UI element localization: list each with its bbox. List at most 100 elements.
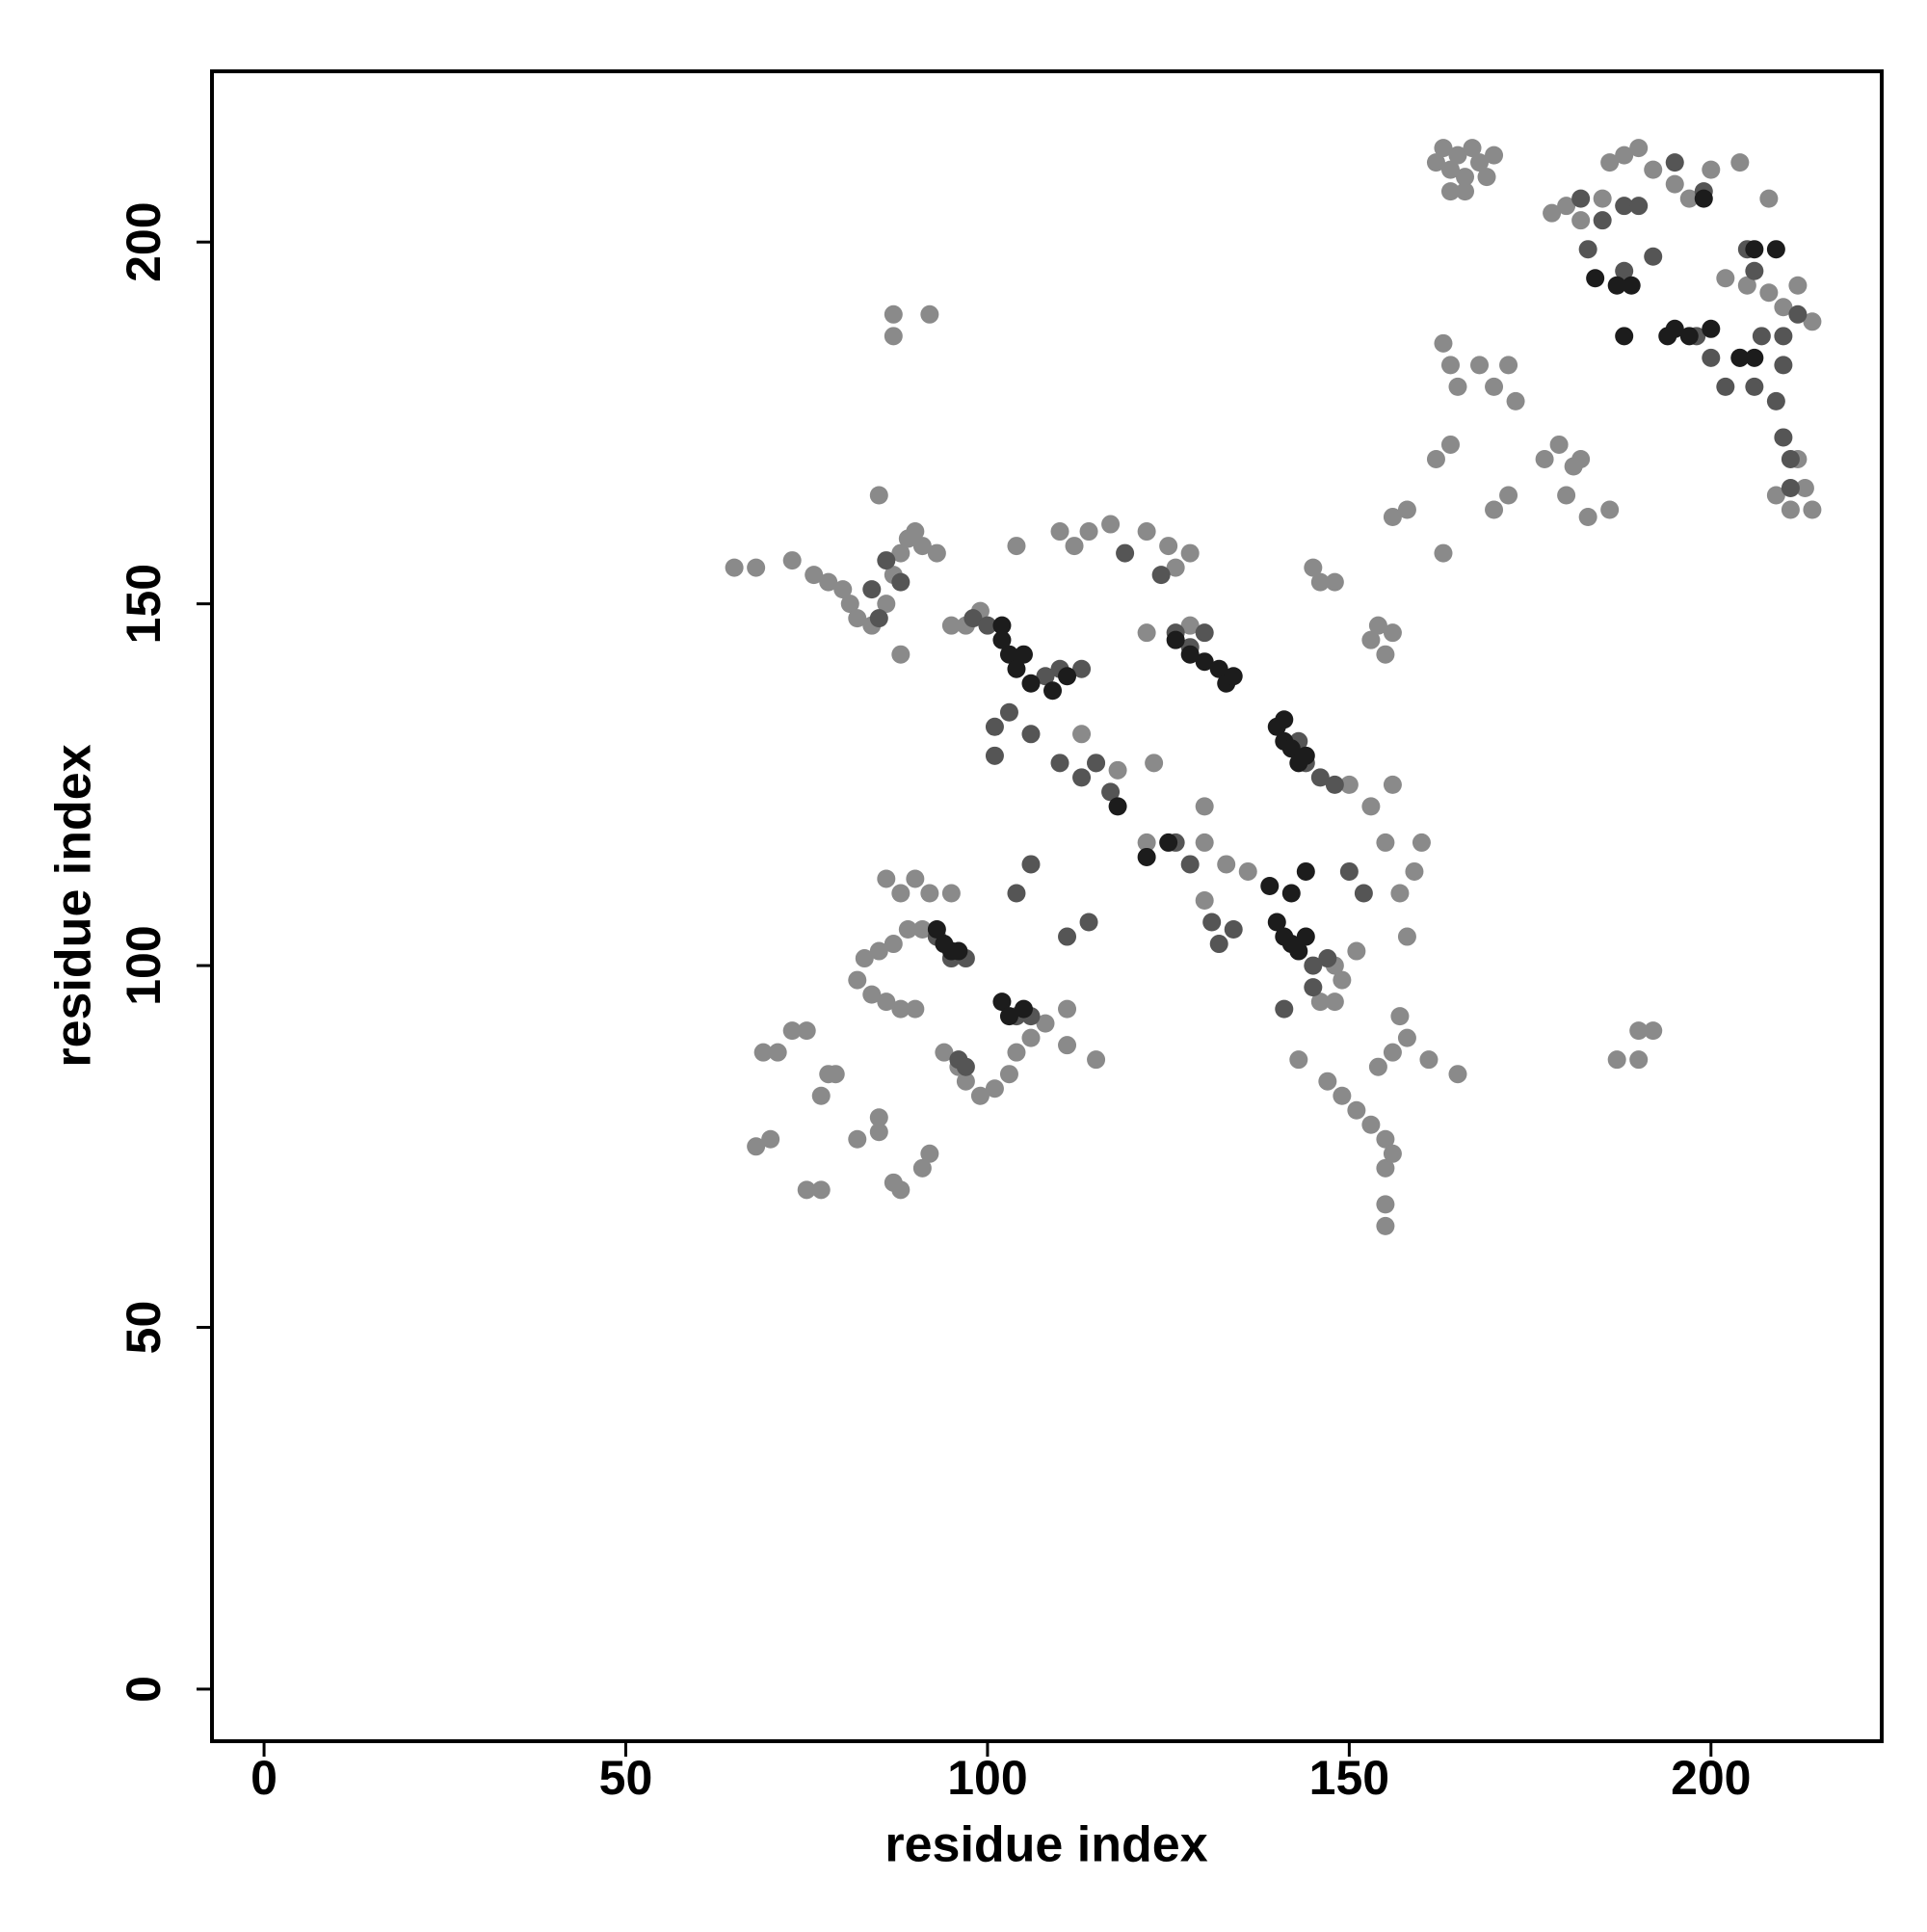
point bbox=[1036, 667, 1055, 686]
point bbox=[1397, 1028, 1416, 1047]
point bbox=[920, 1144, 939, 1163]
point bbox=[1275, 710, 1294, 729]
point bbox=[1072, 725, 1092, 744]
point bbox=[1535, 449, 1554, 468]
point bbox=[1506, 391, 1525, 410]
point bbox=[1043, 681, 1063, 701]
point bbox=[1456, 182, 1475, 201]
point bbox=[1745, 261, 1764, 280]
point bbox=[1448, 146, 1467, 165]
point bbox=[1209, 659, 1228, 678]
point bbox=[1376, 1216, 1395, 1235]
point bbox=[1440, 182, 1460, 201]
y-tick-label: 100 bbox=[117, 925, 171, 1005]
point bbox=[1463, 139, 1482, 158]
point bbox=[1224, 920, 1243, 940]
point bbox=[1021, 855, 1041, 874]
point bbox=[1014, 645, 1033, 664]
point bbox=[1615, 327, 1634, 346]
point bbox=[1383, 1043, 1402, 1062]
x-axis-title: residue index bbox=[884, 1817, 1207, 1873]
point bbox=[964, 609, 983, 628]
point bbox=[956, 1057, 975, 1076]
point bbox=[805, 566, 824, 585]
point bbox=[1383, 1144, 1402, 1163]
point bbox=[1310, 572, 1330, 592]
y-tick-label: 50 bbox=[117, 1301, 171, 1355]
point bbox=[1347, 1100, 1366, 1120]
point bbox=[1448, 1065, 1467, 1084]
point bbox=[1304, 978, 1323, 997]
point bbox=[1361, 797, 1381, 816]
point bbox=[1195, 833, 1214, 852]
point bbox=[891, 543, 911, 563]
point bbox=[833, 580, 853, 599]
point bbox=[1108, 797, 1127, 816]
point bbox=[1195, 652, 1214, 672]
point bbox=[1260, 876, 1280, 895]
point bbox=[1050, 754, 1069, 773]
point bbox=[884, 327, 903, 346]
point bbox=[1730, 348, 1750, 367]
point bbox=[1159, 537, 1178, 556]
point bbox=[1543, 203, 1562, 223]
point bbox=[1325, 992, 1344, 1012]
point bbox=[1578, 240, 1597, 259]
point bbox=[1644, 160, 1663, 179]
point bbox=[1629, 1050, 1649, 1070]
point bbox=[891, 999, 911, 1019]
point bbox=[848, 1129, 867, 1149]
y-tick-label: 150 bbox=[117, 564, 171, 644]
point bbox=[941, 884, 961, 903]
point bbox=[1296, 746, 1315, 765]
point bbox=[1702, 160, 1721, 179]
point bbox=[1499, 486, 1518, 505]
y-tick-label: 0 bbox=[117, 1676, 171, 1703]
point bbox=[1166, 630, 1185, 649]
point bbox=[1803, 312, 1822, 331]
point bbox=[840, 595, 859, 614]
point bbox=[920, 884, 939, 903]
point bbox=[1412, 833, 1431, 852]
point bbox=[1774, 356, 1793, 375]
point bbox=[1774, 298, 1793, 317]
point bbox=[1716, 269, 1735, 288]
point bbox=[747, 1137, 766, 1156]
point bbox=[1745, 348, 1764, 367]
point bbox=[1593, 189, 1612, 208]
point bbox=[1180, 855, 1200, 874]
point bbox=[1180, 645, 1200, 664]
point bbox=[1289, 1050, 1308, 1070]
point bbox=[906, 522, 925, 542]
point bbox=[1072, 768, 1092, 787]
point bbox=[1665, 153, 1684, 172]
point bbox=[1195, 797, 1214, 816]
point bbox=[985, 717, 1004, 736]
point bbox=[1593, 211, 1612, 230]
point bbox=[1007, 884, 1026, 903]
point bbox=[1072, 659, 1092, 678]
point bbox=[725, 558, 744, 577]
point bbox=[1050, 522, 1069, 542]
point bbox=[1397, 500, 1416, 519]
point bbox=[1665, 174, 1684, 194]
point bbox=[1318, 949, 1337, 968]
point bbox=[1629, 197, 1649, 216]
point bbox=[1137, 623, 1156, 643]
x-tick-label: 100 bbox=[947, 1751, 1027, 1805]
point bbox=[1079, 913, 1098, 932]
point bbox=[811, 1086, 831, 1105]
point bbox=[761, 1129, 780, 1149]
point bbox=[999, 702, 1018, 722]
point bbox=[1549, 435, 1569, 454]
point bbox=[906, 999, 925, 1019]
point bbox=[811, 1180, 831, 1200]
point bbox=[1788, 304, 1808, 324]
point bbox=[891, 645, 911, 664]
y-axis-title: residue index bbox=[46, 744, 102, 1067]
point bbox=[1390, 1007, 1410, 1026]
point bbox=[1087, 754, 1106, 773]
point bbox=[848, 970, 867, 990]
point bbox=[1195, 623, 1214, 643]
